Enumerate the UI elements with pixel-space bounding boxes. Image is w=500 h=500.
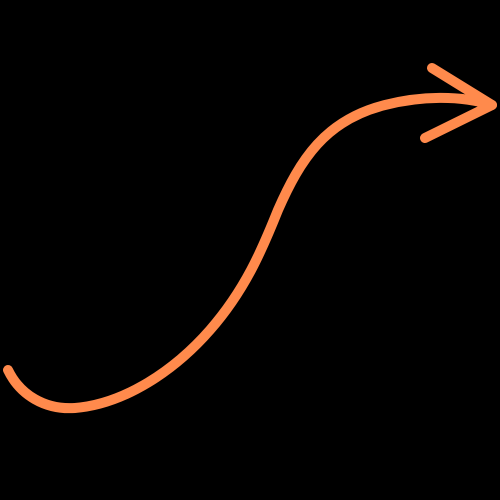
arrow-shaft xyxy=(3,92,497,414)
arrow-head xyxy=(420,63,497,143)
